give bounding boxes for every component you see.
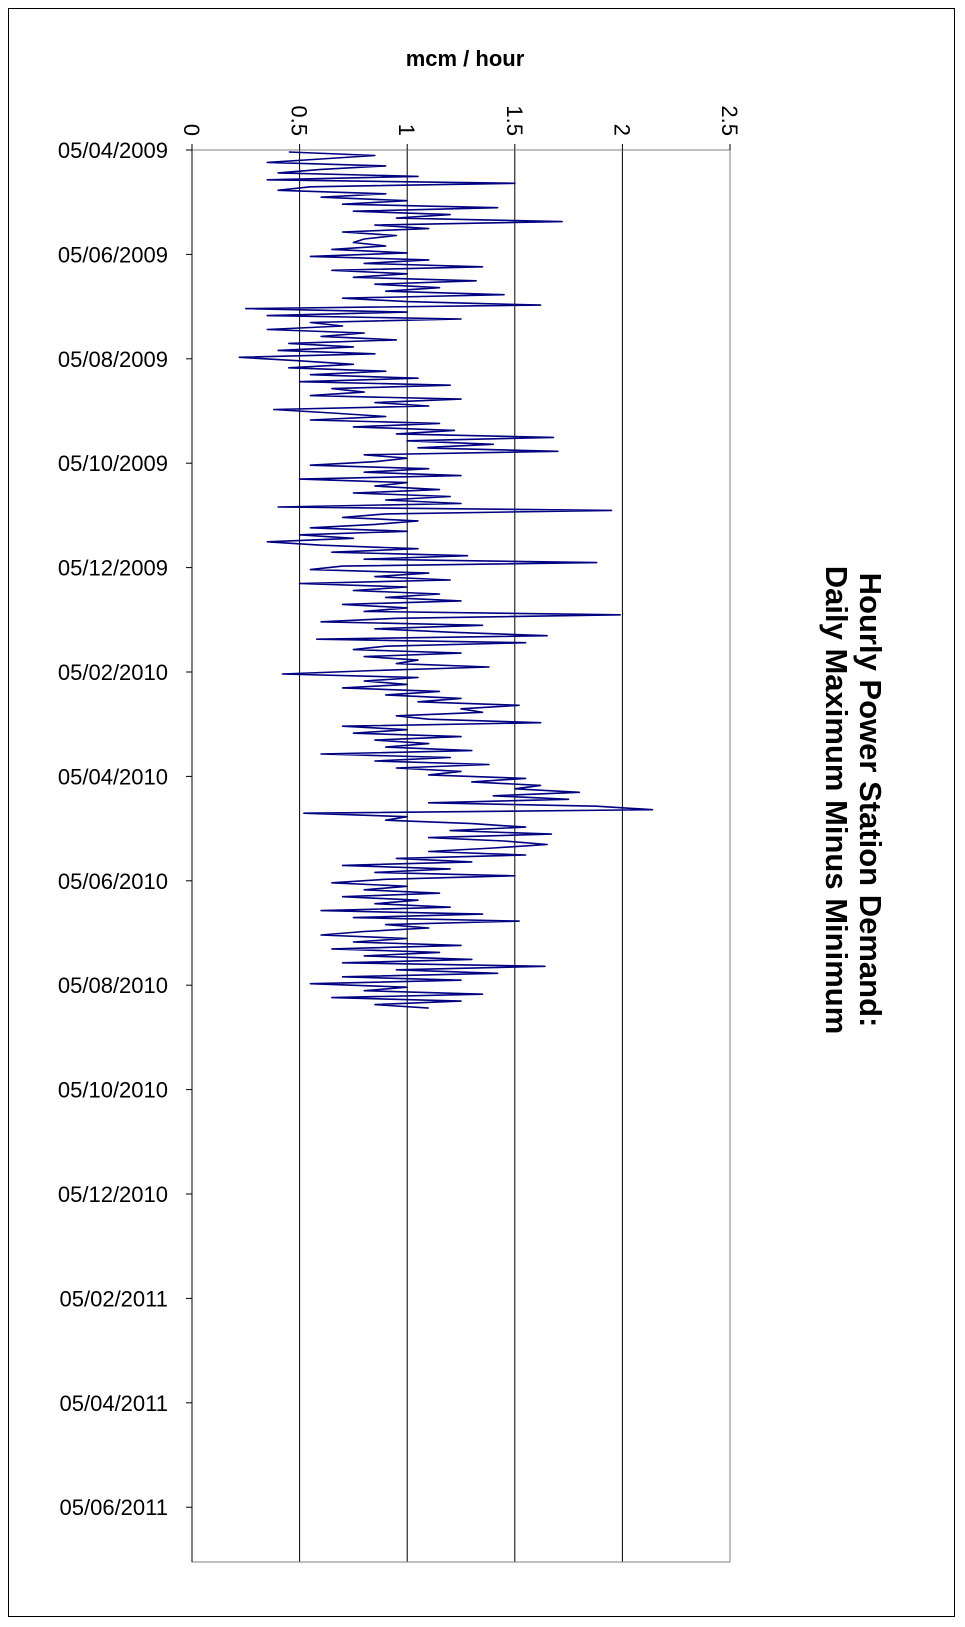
y-tick-label: 2 (609, 124, 634, 136)
x-tick-label: 05/10/2010 (58, 1078, 168, 1103)
x-tick-label: 05/12/2009 (58, 556, 168, 581)
y-tick-label: 1.5 (502, 105, 527, 136)
x-tick-label: 05/04/2011 (60, 1391, 168, 1416)
y-tick-label-group: 1 (394, 124, 419, 136)
x-tick-label: 05/02/2010 (58, 660, 168, 685)
y-tick-label-group: 0 (179, 124, 204, 136)
y-tick-label-group: 2 (609, 124, 634, 136)
x-tick-label: 05/08/2010 (58, 973, 168, 998)
x-tick-label: 05/06/2010 (58, 869, 168, 894)
y-tick-labels: 0 0.5 1 1.5 2 2.5 (179, 105, 742, 136)
chart-title: Hourly Power Station Demand: Daily Maxim… (819, 566, 888, 1035)
x-tick-labels: 05/04/2009 05/06/2009 05/08/2009 05/10/2009… (58, 138, 168, 1520)
x-tick-label: 05/10/2009 (58, 451, 168, 476)
y-tick-label-group: 1.5 (502, 105, 527, 136)
axes (186, 144, 731, 1563)
chart-title-line-1: Hourly Power Station Demand: (853, 573, 888, 1028)
chart-title-line-2: Daily Maximum Minus Minimum (819, 566, 854, 1035)
y-tick-label: 1 (394, 124, 419, 136)
x-tick-label: 05/12/2010 (58, 1182, 168, 1207)
x-tick-label: 05/06/2011 (60, 1495, 168, 1520)
series-line (238, 151, 654, 1009)
y-tick-label: 2.5 (717, 105, 742, 136)
chart-frame (8, 8, 955, 1617)
x-tick-label: 05/06/2009 (58, 242, 168, 267)
x-tick-label: 05/04/2010 (58, 764, 168, 789)
y-tick-label-group: 0.5 (287, 105, 312, 136)
y-tick-label: 0 (179, 124, 204, 136)
y-tick-label: 0.5 (287, 105, 312, 136)
y-axis-title: mcm / hour (406, 46, 525, 71)
x-tick-label: 05/04/2009 (58, 138, 168, 163)
x-tick-label: 05/02/2011 (60, 1286, 168, 1311)
x-tick-label: 05/08/2009 (58, 347, 168, 372)
series-polyline (238, 151, 654, 1009)
y-tick-label-group: 2.5 (717, 105, 742, 136)
